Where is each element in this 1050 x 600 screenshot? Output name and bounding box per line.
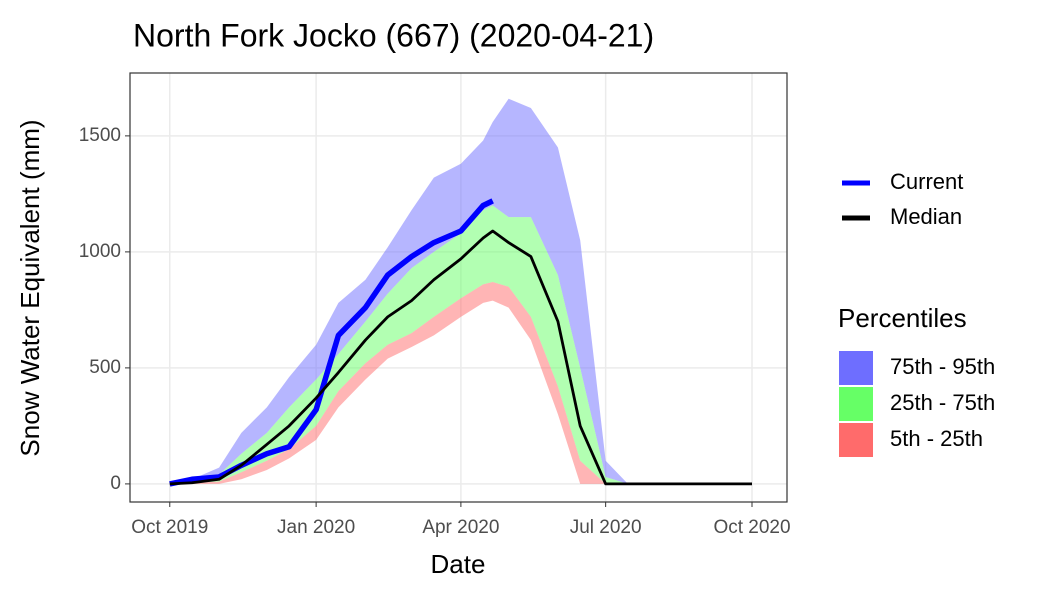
percentile-band <box>169 282 753 484</box>
x-tick-label: Oct 2020 <box>713 517 790 538</box>
chart-title: North Fork Jocko (667) (2020-04-21) <box>133 17 654 53</box>
legend-key <box>839 387 873 421</box>
y-tick-label: 1000 <box>79 241 121 262</box>
x-axis-label: Date <box>431 549 486 579</box>
x-tick-label: Jul 2020 <box>570 517 642 538</box>
legend-label: 75th - 95th <box>890 354 995 379</box>
x-tick-label: Apr 2020 <box>422 517 499 538</box>
legend-key <box>839 351 873 385</box>
legend-key <box>839 423 873 457</box>
legend-label: 5th - 25th <box>890 426 983 451</box>
y-tick-label: 0 <box>110 473 121 494</box>
line-1 <box>169 229 753 486</box>
y-tick-label: 500 <box>89 357 121 378</box>
y-axis-label: Snow Water Equivalent (mm) <box>15 119 45 456</box>
legend-label: Median <box>890 204 962 229</box>
legend-label: 25th - 75th <box>890 390 995 415</box>
percentile-band <box>169 98 753 484</box>
x-tick-label: Oct 2019 <box>131 517 208 538</box>
y-tick-label: 1500 <box>79 125 121 146</box>
plot-border <box>129 72 788 503</box>
legend-title: Percentiles <box>838 303 967 333</box>
legend-label: Current <box>890 169 963 194</box>
x-tick-label: Jan 2020 <box>277 517 355 538</box>
